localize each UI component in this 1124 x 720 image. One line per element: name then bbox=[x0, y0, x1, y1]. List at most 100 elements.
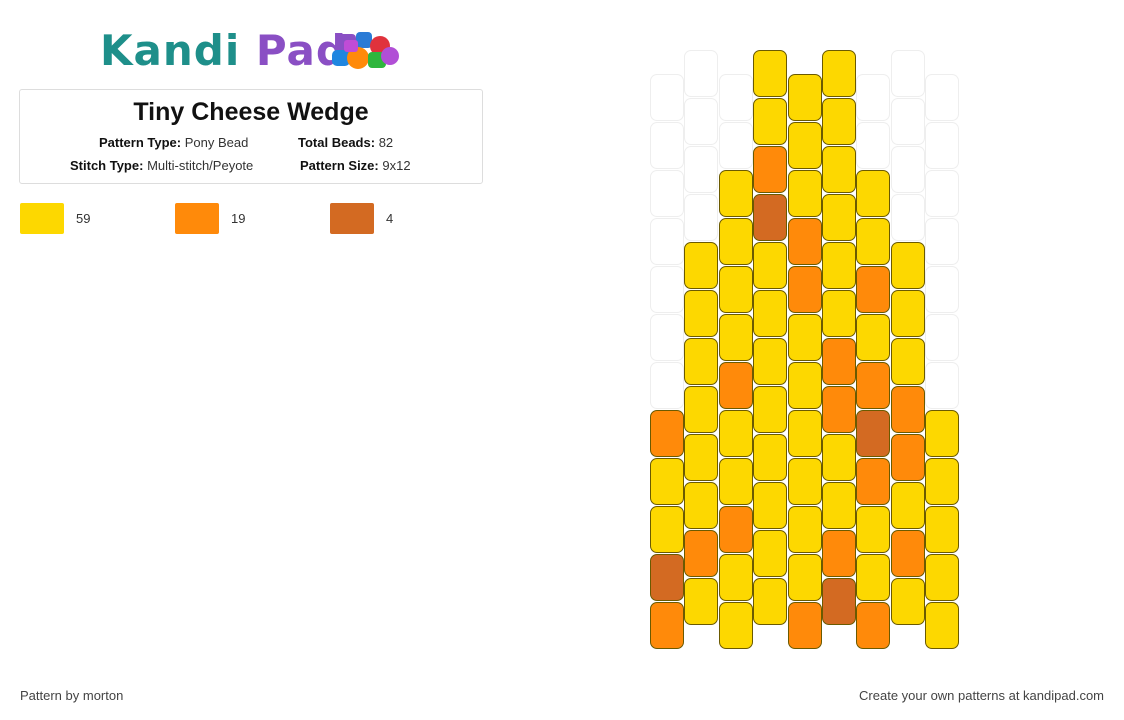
create-patterns-link[interactable]: Create your own patterns at kandipad.com bbox=[859, 688, 1104, 703]
bead bbox=[787, 266, 822, 313]
bead bbox=[753, 242, 788, 289]
bead bbox=[753, 434, 788, 481]
bead bbox=[822, 50, 856, 97]
bead bbox=[718, 362, 753, 409]
pattern-size-label: Pattern Size: bbox=[300, 158, 379, 173]
pattern-type-row: Pattern Type: Pony Bead bbox=[99, 135, 248, 150]
color-swatch bbox=[175, 203, 219, 234]
empty-bead-slot bbox=[925, 362, 960, 409]
bead bbox=[684, 578, 719, 625]
bead bbox=[650, 554, 684, 601]
empty-bead-slot bbox=[890, 146, 925, 193]
bead bbox=[822, 290, 856, 337]
empty-bead-slot bbox=[650, 122, 684, 169]
bead bbox=[718, 506, 753, 553]
bead bbox=[925, 458, 960, 505]
bead bbox=[822, 386, 856, 433]
bead bbox=[925, 554, 960, 601]
bead bbox=[787, 554, 822, 601]
bead bbox=[822, 194, 856, 241]
total-beads-value: 82 bbox=[378, 135, 394, 150]
bead bbox=[822, 530, 856, 577]
stitch-type-label: Stitch Type: bbox=[70, 158, 144, 173]
bead bbox=[856, 314, 891, 361]
logo-text-pad: Pad bbox=[255, 26, 347, 75]
bead bbox=[856, 602, 891, 649]
bead bbox=[684, 290, 719, 337]
empty-bead-slot bbox=[856, 122, 891, 169]
bead bbox=[856, 362, 891, 409]
bead bbox=[718, 602, 753, 649]
empty-bead-slot bbox=[684, 98, 719, 145]
bead bbox=[787, 506, 822, 553]
bead bbox=[684, 434, 719, 481]
empty-bead-slot bbox=[925, 218, 960, 265]
logo-text-kandi: Kandi bbox=[100, 26, 241, 75]
bead bbox=[925, 410, 960, 457]
empty-bead-slot bbox=[650, 218, 684, 265]
empty-bead-slot bbox=[650, 74, 684, 121]
bead-count: 4 bbox=[386, 211, 394, 226]
bead bbox=[718, 458, 753, 505]
bead bbox=[753, 290, 788, 337]
bead bbox=[650, 410, 684, 457]
empty-bead-slot bbox=[650, 314, 684, 361]
pattern-size-row: Pattern Size: 9x12 bbox=[300, 158, 411, 173]
bead bbox=[822, 482, 856, 529]
bead bbox=[753, 98, 788, 145]
pattern-info-card: Tiny Cheese Wedge Pattern Type: Pony Bea… bbox=[19, 89, 483, 184]
bead bbox=[856, 218, 891, 265]
empty-bead-slot bbox=[650, 266, 684, 313]
bead bbox=[925, 602, 960, 649]
bead bbox=[718, 266, 753, 313]
total-beads-label: Total Beads: bbox=[298, 135, 376, 150]
bead bbox=[753, 578, 788, 625]
bead bbox=[787, 602, 822, 649]
stitch-type-value: Multi-stitch/Peyote bbox=[147, 158, 254, 173]
pattern-title: Tiny Cheese Wedge bbox=[133, 98, 369, 126]
bead bbox=[753, 482, 788, 529]
empty-bead-slot bbox=[856, 74, 891, 121]
empty-bead-slot bbox=[684, 146, 719, 193]
bead bbox=[718, 218, 753, 265]
empty-bead-slot bbox=[890, 98, 925, 145]
empty-bead-slot bbox=[650, 170, 684, 217]
logo-wordmark: Kandi Pad bbox=[100, 26, 347, 76]
bead bbox=[684, 482, 719, 529]
bead bbox=[787, 218, 822, 265]
bead-count: 19 bbox=[231, 211, 246, 226]
bead bbox=[787, 122, 822, 169]
empty-bead-slot bbox=[684, 194, 719, 241]
bead bbox=[753, 338, 788, 385]
bead bbox=[856, 554, 891, 601]
empty-bead-slot bbox=[925, 266, 960, 313]
bead bbox=[856, 506, 891, 553]
bead bbox=[856, 266, 891, 313]
bead bbox=[925, 506, 960, 553]
bead bbox=[753, 146, 788, 193]
bead bbox=[890, 530, 925, 577]
bead bbox=[890, 290, 925, 337]
bead bbox=[684, 386, 719, 433]
bead bbox=[650, 506, 684, 553]
beads-pile-icon bbox=[332, 32, 399, 69]
empty-bead-slot bbox=[925, 122, 960, 169]
pattern-type-label: Pattern Type: bbox=[99, 135, 182, 150]
bead bbox=[787, 362, 822, 409]
bead bbox=[787, 170, 822, 217]
kandi-pad-logo[interactable]: Kandi Pad bbox=[100, 26, 410, 76]
bead bbox=[753, 386, 788, 433]
bead bbox=[822, 338, 856, 385]
bead bbox=[753, 194, 788, 241]
bead bbox=[753, 50, 788, 97]
empty-bead-slot bbox=[718, 74, 753, 121]
bead bbox=[787, 458, 822, 505]
bead bbox=[787, 410, 822, 457]
bead bbox=[890, 482, 925, 529]
bead bbox=[650, 602, 684, 649]
empty-bead-slot bbox=[684, 50, 719, 97]
pattern-size-value: 9x12 bbox=[382, 158, 411, 173]
empty-bead-slot bbox=[925, 314, 960, 361]
bead bbox=[753, 530, 788, 577]
empty-bead-slot bbox=[890, 194, 925, 241]
